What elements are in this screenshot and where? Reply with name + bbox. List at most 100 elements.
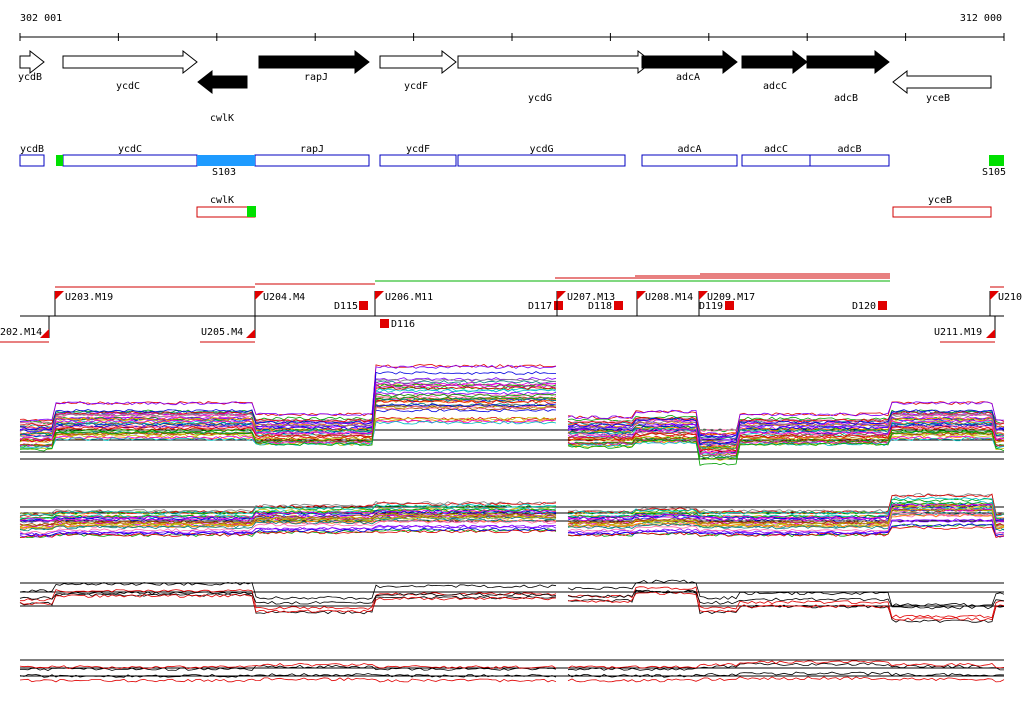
feature-label: adcC (764, 144, 788, 155)
gene-label: ycdB (18, 72, 42, 83)
gene-arrow (62, 49, 198, 75)
expression-trace (19, 386, 557, 427)
expression-trace (567, 518, 1005, 535)
expression-trace (19, 509, 557, 522)
expression-trace (19, 592, 557, 615)
ruler-end: 312 000 (960, 13, 1002, 24)
feature-box (62, 154, 198, 167)
segment-flag (255, 291, 264, 300)
gene-arrow (457, 49, 653, 75)
expression-trace (19, 381, 557, 441)
feature-box (379, 154, 457, 167)
feature-label: ycdG (529, 144, 553, 155)
gene-arrow (892, 69, 992, 95)
expression-trace (19, 591, 557, 605)
expression-trace (19, 364, 557, 422)
expression-trace (19, 524, 557, 536)
segment-label: U208.M14 (645, 292, 693, 303)
expression-trace (567, 579, 1005, 607)
expression-trace (19, 673, 557, 678)
expression-trace (19, 371, 557, 431)
expression-trace (19, 420, 557, 449)
feature-box (641, 154, 738, 167)
expression-trace (19, 594, 557, 614)
gene-label: rapJ (304, 72, 328, 83)
expression-trace (19, 520, 557, 535)
feature-label: rapJ (300, 144, 324, 155)
site-label: S103 (212, 167, 236, 178)
expression-trace (19, 528, 557, 538)
segment-flag (40, 329, 49, 338)
expression-trace (567, 413, 1005, 433)
segment-label: D118 (588, 301, 612, 312)
segment-label: U211.M19 (934, 327, 982, 338)
segment-label: U210 (998, 292, 1022, 303)
expression-trace (567, 409, 1005, 445)
expression-trace (19, 405, 557, 438)
expression-trace (567, 410, 1005, 436)
segment-box (359, 301, 368, 310)
expression-trace (567, 416, 1005, 441)
segment-label: U203.M19 (65, 292, 113, 303)
expression-trace (19, 393, 557, 452)
gene-label: adcB (834, 93, 858, 104)
segment-box (554, 301, 563, 310)
expression-trace (567, 426, 1005, 452)
expression-trace (19, 511, 557, 527)
expression-trace (19, 581, 557, 600)
expression-trace (19, 518, 557, 532)
expression-trace (567, 511, 1005, 532)
expression-trace (567, 501, 1005, 521)
expression-trace (19, 365, 557, 422)
feature-label: ycdF (406, 144, 430, 155)
site-mark (197, 155, 255, 166)
expression-trace (567, 420, 1005, 445)
expression-trace (19, 516, 557, 531)
gene-arrow (197, 69, 248, 95)
antisense-label: cwlK (210, 195, 234, 206)
gene-arrow (806, 49, 890, 75)
expression-trace (19, 529, 557, 538)
feature-box (741, 154, 811, 167)
expression-trace (567, 401, 1005, 436)
expression-trace (567, 419, 1005, 456)
expression-trace (19, 391, 557, 432)
site-label: S105 (982, 167, 1006, 178)
expression-trace (19, 399, 557, 443)
expression-trace (19, 513, 557, 529)
expression-trace (567, 586, 1005, 619)
expression-trace (567, 503, 1005, 521)
feature-label: adcB (837, 144, 861, 155)
feature-box (254, 154, 370, 167)
segment-flag (557, 291, 566, 300)
site-mark (247, 206, 256, 217)
segment-label: U206.M11 (385, 292, 433, 303)
gene-label: ycdF (404, 81, 428, 92)
segment-box (614, 301, 623, 310)
expression-trace (19, 662, 557, 670)
segment-label: D120 (852, 301, 876, 312)
segment-label: D116 (391, 319, 415, 330)
expression-trace (567, 589, 1005, 610)
gene-arrow (741, 49, 808, 75)
site-mark (56, 155, 63, 166)
expression-trace (567, 425, 1005, 446)
feature-label: ycdB (20, 144, 44, 155)
segment-label: D119 (699, 301, 723, 312)
segment-label: U209.M17 (707, 292, 755, 303)
ruler-start: 302 001 (20, 13, 62, 24)
expression-trace (19, 395, 557, 426)
expression-trace (567, 431, 1005, 457)
expression-trace (19, 398, 557, 436)
segment-box (878, 301, 887, 310)
segment-label: 202.M14 (0, 327, 42, 338)
segment-label: U207.M13 (567, 292, 615, 303)
gene-arrow (19, 49, 45, 75)
expression-trace (20, 664, 557, 671)
expression-trace (20, 589, 557, 610)
gene-label: cwlK (210, 113, 234, 124)
expression-trace (567, 671, 1005, 678)
expression-trace (19, 527, 557, 537)
expression-trace (19, 509, 557, 522)
